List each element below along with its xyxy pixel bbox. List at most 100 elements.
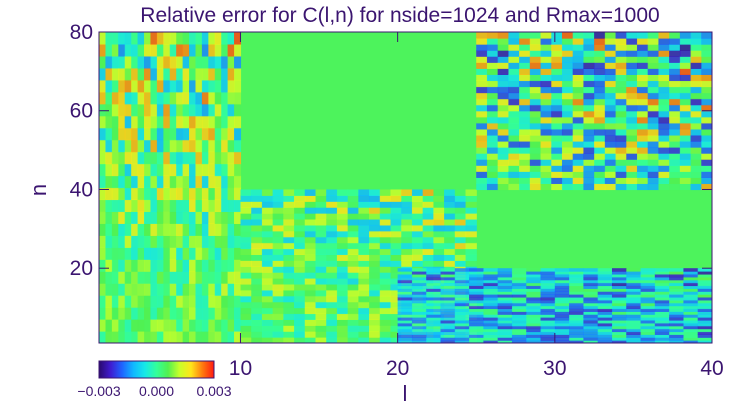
heatmap-cell: [411, 271, 427, 275]
heatmap-cell: [326, 224, 338, 232]
heatmap-cell: [572, 32, 584, 39]
heatmap-cell: [519, 98, 531, 106]
colorbar-gradient: [98, 360, 215, 379]
heatmap-cell: [401, 260, 413, 267]
heatmap-cell: [131, 319, 139, 332]
heatmap-cell: [701, 92, 712, 100]
heatmap-cell: [647, 74, 660, 82]
heatmap-cell: [508, 86, 520, 94]
heatmap-cell: [208, 295, 216, 308]
heatmap-cell: [597, 276, 613, 281]
heatmap-cell: [195, 319, 203, 332]
heatmap-cell: [358, 301, 370, 309]
heatmap-cell: [497, 153, 509, 160]
heatmap-cell: [189, 91, 197, 105]
heatmap-cell: [118, 319, 126, 332]
heatmap-cell: [454, 207, 467, 214]
heatmap-cell: [208, 319, 216, 332]
heatmap-cell: [497, 134, 509, 142]
heatmap-cell: [679, 38, 692, 45]
heatmap-cell: [444, 242, 456, 250]
heatmap-cell: [118, 43, 126, 57]
heatmap-cell: [221, 103, 229, 117]
heatmap-cell: [701, 122, 712, 130]
heatmap-cell: [604, 50, 617, 57]
heatmap-cell: [572, 122, 584, 130]
heatmap-cell: [358, 313, 370, 320]
heatmap-cell: [105, 187, 113, 201]
heatmap-cell: [476, 104, 488, 112]
heatmap-cell: [444, 248, 456, 256]
heatmap-cell: [227, 319, 235, 332]
heatmap-cell: [131, 331, 139, 343]
heatmap-cell: [111, 259, 119, 272]
heatmap-cell: [640, 337, 656, 341]
heatmap-cell: [597, 294, 613, 298]
x-tick-label: 30: [543, 357, 566, 380]
heatmap-cell: [669, 311, 685, 315]
heatmap-cell: [519, 165, 531, 172]
heatmap-cell: [176, 163, 184, 177]
heatmap-cell: [583, 177, 595, 185]
heatmap-cell: [561, 32, 574, 39]
heatmap-cell: [182, 103, 190, 117]
heatmap-cell: [379, 283, 392, 291]
heatmap-cell: [176, 187, 184, 201]
heatmap-cell: [511, 273, 527, 278]
heatmap-cell: [390, 331, 402, 338]
heatmap-cell: [626, 92, 638, 100]
heatmap-cell: [163, 115, 171, 129]
heatmap-cell: [150, 67, 158, 81]
heatmap-cell: [572, 80, 584, 88]
heatmap-cell: [214, 259, 222, 272]
heatmap-cell: [272, 195, 284, 202]
heatmap-cell: [497, 171, 509, 178]
heatmap-cell: [411, 279, 427, 284]
heatmap-cell: [234, 55, 242, 69]
heatmap-cell: [411, 282, 427, 287]
heatmap-cell: [551, 153, 563, 160]
heatmap-cell: [137, 319, 145, 332]
heatmap-cell: [131, 55, 139, 69]
heatmap-cell: [483, 334, 499, 338]
heatmap-cell: [636, 32, 649, 39]
heatmap-cell: [272, 224, 284, 232]
heatmap-cell: [701, 116, 712, 124]
heatmap-cell: [440, 325, 456, 330]
heatmap-cell: [476, 62, 488, 69]
heatmap-cell: [261, 260, 274, 267]
heatmap-cell: [411, 236, 424, 244]
heatmap-cell: [701, 32, 712, 39]
heatmap-cell: [540, 276, 556, 281]
heatmap-cell: [118, 211, 126, 224]
heatmap-cell: [511, 296, 527, 301]
heatmap-cell: [483, 285, 499, 289]
heatmap-cell: [99, 91, 107, 105]
heatmap-cell: [654, 302, 670, 307]
heatmap-cell: [483, 288, 499, 292]
heatmap-cell: [118, 295, 126, 308]
heatmap-cell: [221, 32, 229, 45]
heatmap-cell: [426, 268, 442, 272]
heatmap-cell: [234, 32, 242, 45]
heatmap-cell: [105, 211, 113, 224]
heatmap-cell: [529, 165, 542, 172]
heatmap-cell: [476, 147, 488, 154]
heatmap-cell: [626, 171, 638, 178]
heatmap-cell: [426, 340, 442, 343]
heatmap-cell: [315, 236, 327, 244]
heatmap-cell: [540, 334, 556, 338]
heatmap-cell: [647, 32, 660, 39]
heatmap-cell: [358, 195, 370, 202]
heatmap-cell: [511, 319, 527, 324]
heatmap-cell: [594, 80, 606, 88]
heatmap-cell: [397, 271, 413, 275]
heatmap-cell: [497, 122, 509, 130]
heatmap-cell: [476, 38, 488, 45]
heatmap-cell: [261, 230, 274, 238]
heatmap-cell: [486, 159, 499, 166]
heatmap-cell: [583, 56, 595, 63]
heatmap-cell: [369, 260, 381, 267]
heatmap-cell: [626, 337, 642, 341]
heatmap-cell: [594, 147, 606, 154]
